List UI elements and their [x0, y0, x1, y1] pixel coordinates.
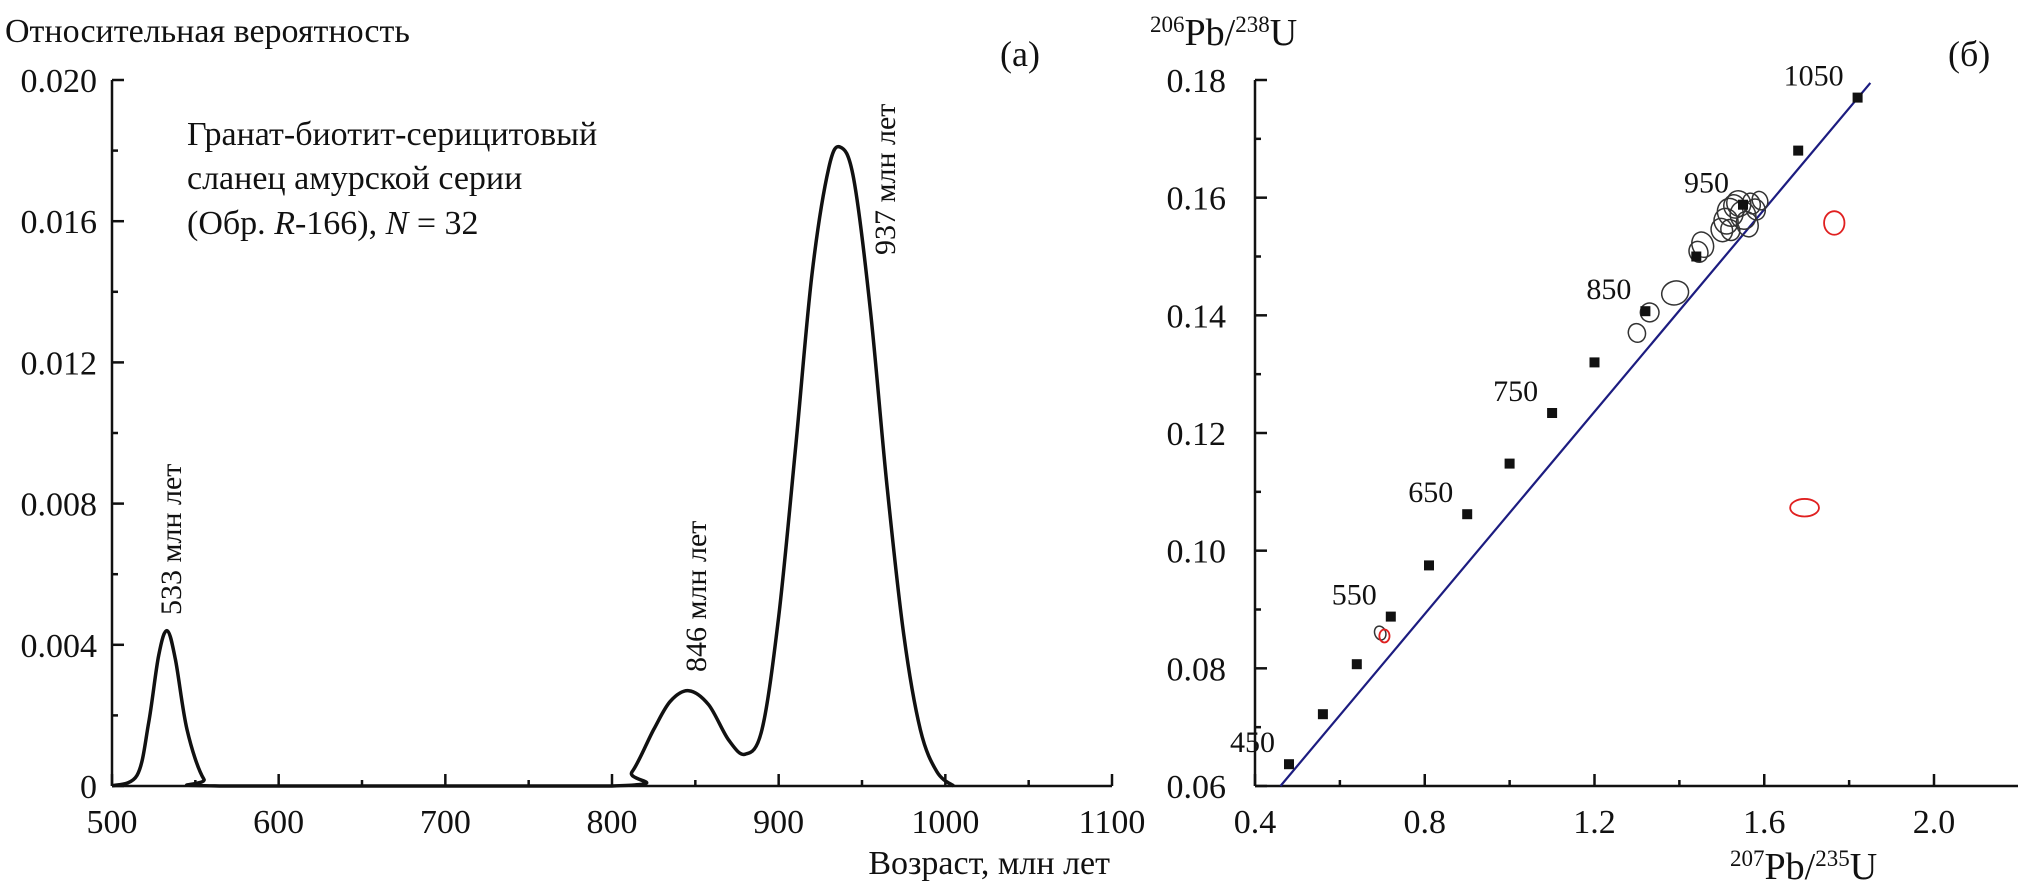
peak-label-533: 533 млн лет	[155, 464, 188, 615]
panel-b-marks: 450 550 650 750 850 950 1050	[1230, 60, 1872, 787]
concordia-age-label: 950	[1684, 167, 1729, 200]
panel-a-x-tick-label: 600	[253, 804, 304, 841]
panel-a-y-tick-label: 0.016	[21, 204, 98, 241]
concordia-age-label: 850	[1586, 273, 1631, 306]
panel-b-y-tick-label: 0.14	[1167, 298, 1227, 335]
panel-a-xlabel: Возраст, млн лет	[868, 845, 1110, 882]
concordant-ellipse	[1691, 231, 1715, 259]
panel-a-x-tick-label: 800	[587, 804, 638, 841]
concordant-ellipse	[1688, 240, 1709, 264]
concordia-age-label: 750	[1493, 375, 1538, 408]
panel-b-y-tick-label: 0.10	[1167, 534, 1227, 571]
concordia-marker	[1691, 251, 1702, 262]
panel-b-x-tick-label: 2.0	[1913, 804, 1956, 841]
concordia-age-label: 450	[1230, 726, 1275, 759]
panel-a-y-tick-label: 0.004	[21, 628, 98, 665]
panel-b-y-tick-label: 0.18	[1167, 63, 1227, 100]
concordia-marker	[1351, 659, 1362, 670]
concordant-ellipse	[1720, 218, 1741, 242]
panel-a-x-tick-label: 1100	[1079, 804, 1146, 841]
panel-b-x-tick-label: 1.2	[1573, 804, 1616, 841]
concordia-marker	[1424, 560, 1434, 571]
panel-a-x-tick-label: 700	[420, 804, 471, 841]
concordia-marker	[1504, 458, 1515, 469]
sample-note-line1: Гранат-биотит-серицитовый	[187, 116, 597, 153]
peak-label-937: 937 млн лет	[869, 104, 902, 255]
panel-b-chart: 206Pb/238U (б) 207Pb/235U 0.4 0.8 1.2 1.6 2.…	[1150, 12, 2018, 888]
panel-b-y-tick-label: 0.06	[1167, 769, 1227, 806]
panel-a-y-tick-label: 0.012	[21, 345, 98, 382]
peak-label-846: 846 млн лет	[680, 521, 713, 672]
discordant-ellipse	[1823, 210, 1846, 236]
discordant-ellipse	[1378, 628, 1391, 644]
panel-b-x-tick-label: 0.8	[1404, 804, 1447, 841]
concordant-ellipse	[1751, 190, 1769, 211]
concordant-ellipse	[1660, 280, 1690, 306]
panel-a-y-tick-label: 0.020	[21, 63, 98, 100]
concordia-marker	[1547, 408, 1558, 418]
concordia-marker	[1852, 92, 1863, 103]
panel-b-axes: 0.4 0.8 1.2 1.6 2.0 0.06 0.08 0.10 0.12 0.14 0.16 0…	[1167, 63, 2018, 841]
panel-a-y-tick-label: 0.008	[21, 487, 98, 524]
panel-a-x-tick-label: 1000	[911, 804, 979, 841]
concordia-marker	[1589, 357, 1600, 368]
discordant-ellipse	[1789, 498, 1820, 518]
concordia-marker	[1640, 306, 1651, 317]
panel-b-label: (б)	[1948, 34, 1990, 74]
panel-b-xlabel: 207Pb/235U	[1730, 846, 1877, 888]
panel-a-marks	[111, 144, 955, 788]
concordia-marker	[1462, 509, 1473, 520]
concordant-ellipse	[1373, 625, 1387, 641]
concordia-marker	[1793, 145, 1804, 156]
concordia-marker	[1738, 199, 1748, 210]
panel-a-x-tick-label: 900	[753, 804, 804, 841]
concordia-age-label: 1050	[1784, 60, 1844, 93]
concordia-line	[1279, 82, 1872, 787]
panel-b-x-tick-label: 0.4	[1234, 804, 1277, 841]
panel-a-label: (а)	[1000, 34, 1040, 74]
probability-curve	[111, 144, 955, 788]
sample-note-line2: сланец амурской серии	[187, 160, 522, 197]
concordia-marker	[1317, 709, 1328, 720]
panel-a-axes: 500 600 700 800 900 1000 1100 0 0.004 0.008 0.012 0…	[21, 63, 1146, 841]
panel-a-ylabel: Относительная вероятность	[5, 13, 410, 50]
panel-a-chart: Относительная вероятность (а) Гранат-био…	[5, 13, 1145, 882]
concordia-marker	[1284, 759, 1294, 770]
concordant-ellipse	[1627, 322, 1647, 344]
panel-b-y-tick-label: 0.16	[1167, 181, 1227, 218]
panel-b-y-tick-label: 0.12	[1167, 416, 1227, 453]
concordant-ellipse	[1726, 190, 1752, 218]
panel-b-y-tick-label: 0.08	[1167, 651, 1227, 688]
concordia-age-label: 650	[1408, 476, 1453, 509]
sample-note-line3: (Обр. R-166), N = 32	[187, 205, 479, 242]
panel-a-x-tick-label: 500	[87, 804, 138, 841]
panel-b-x-tick-label: 1.6	[1743, 804, 1786, 841]
concordia-marker	[1385, 611, 1396, 622]
panel-b-ylabel: 206Pb/238U	[1150, 12, 1297, 54]
panel-a-y-tick-label: 0	[80, 769, 97, 806]
concordia-age-label: 550	[1332, 579, 1377, 612]
